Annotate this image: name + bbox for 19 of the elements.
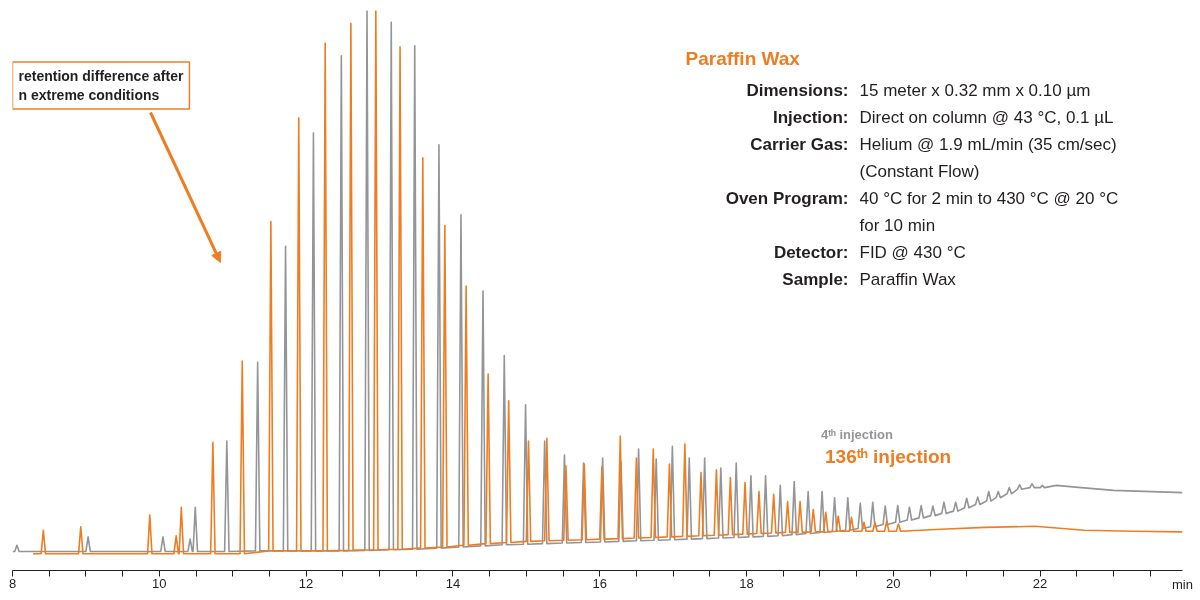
x-tick-label: 14 xyxy=(445,575,461,591)
x-axis-title: min xyxy=(1172,576,1193,592)
x-tick-label: 12 xyxy=(298,575,314,591)
annotation: Sample: Paraffin Wax xyxy=(782,270,957,289)
annotation: Detector: FID @ 430 °C xyxy=(773,243,966,262)
x-tick-label: 18 xyxy=(739,575,754,591)
annotation: Carrier Gas: Helium @ 1.9 mL/min (35 cm/sec) (Constant Flow) xyxy=(750,135,1117,181)
annotation: retention difference after n extreme conditions xyxy=(18,67,184,104)
x-tick-label: 22 xyxy=(1032,575,1048,591)
x-tick-label: 8 xyxy=(8,575,17,591)
x-tick-label: 20 xyxy=(886,575,901,591)
text: 4ᵗʰ injection xyxy=(821,427,893,442)
text: 136ᵗʰ injection xyxy=(825,446,952,468)
x-tick-label: 10 xyxy=(152,575,167,591)
annotation: Injection: Direct on column @ 43 °C, 0.1 µL xyxy=(772,108,1114,127)
text: Paraffin Wax xyxy=(685,48,801,69)
x-tick-label: 16 xyxy=(592,575,607,591)
annotation: Dimensions: 15 meter x 0.32 mm x 0.10 µm xyxy=(746,81,1091,100)
annotation: Oven Program: 40 °C for 2 min to 430 °C @ 20 °C for 10 min xyxy=(725,189,1119,235)
